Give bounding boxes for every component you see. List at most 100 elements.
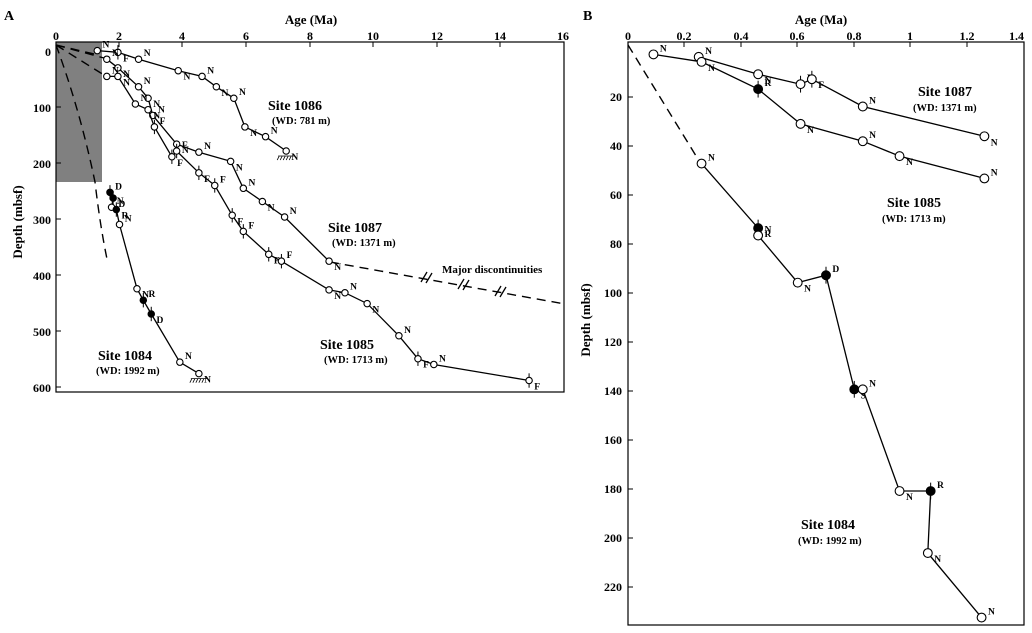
site-1085-datum-N (114, 72, 122, 81)
break-mark (494, 285, 502, 297)
panel-a-y-axis-title: Depth (mbsf) (10, 185, 25, 258)
site-1084-datum-N (195, 369, 203, 378)
datum-type-label: N (142, 291, 149, 301)
site-1087-datum-F (795, 79, 806, 90)
site-1084-dashed-extension-b (627, 44, 702, 165)
x-tick-label: 4 (179, 29, 185, 43)
y-tick-label: 160 (604, 433, 622, 447)
datum-type-label: N (204, 142, 211, 152)
site-1085-datum-N (363, 299, 371, 308)
site-1087-datum-N (103, 55, 111, 63)
site-1084-datum-N (753, 230, 764, 241)
site-1086-datum-F (114, 48, 122, 57)
datum-type-label: N (153, 100, 160, 110)
site-1084-datum-R (925, 486, 936, 496)
break-mark (420, 271, 428, 283)
site-1087-datum-N (226, 157, 235, 166)
break-mark (457, 278, 465, 290)
datum-type-label: N (290, 207, 297, 217)
datum-type-label: N (207, 66, 214, 76)
panel-a: A Age (Ma) Depth (mbsf) 0 2 4 6 8 1 (4, 9, 569, 395)
site-1084-dashed-extension (55, 44, 108, 260)
datum-type-label: R (149, 290, 156, 300)
datum-type-label: N (906, 493, 913, 503)
datum-type-label: N (906, 158, 913, 168)
datum-type-label: F (182, 141, 188, 151)
x-tick-label: 8 (307, 29, 313, 43)
datum-type-label: F (274, 256, 280, 266)
y-tick-label: 20 (610, 90, 622, 104)
x-tick-label: 0.4 (734, 29, 749, 43)
datum-type-label: F (534, 383, 540, 393)
site-1085-datum-F (168, 153, 176, 161)
panel-b-tick-labels: 0 0.2 0.4 0.6 0.8 1 1.2 1.4 20 40 60 80 … (604, 29, 1024, 594)
datum-type-label: N (123, 70, 130, 80)
panel-a-tick-labels: 0 2 4 6 8 10 12 14 16 0 100 200 300 400 … (33, 29, 569, 395)
site-1085-datum-R (753, 84, 764, 95)
panel-b-site-labels: Site 1087 (WD: 1371 m) Site 1085 (WD: 17… (798, 85, 977, 547)
x-tick-label: 0.2 (677, 29, 692, 43)
datum-type-label: N (239, 88, 246, 98)
x-tick-label: 16 (557, 29, 569, 43)
site-1087-datum-N (134, 83, 143, 91)
break-mark (499, 286, 507, 298)
datum-type-label: N (102, 41, 109, 51)
base-hatch (195, 378, 199, 383)
datum-type-label: N (334, 292, 341, 302)
site-1087-label: Site 1087 (328, 221, 382, 236)
datum-type-label: N (153, 112, 160, 122)
base-hatch (198, 378, 202, 383)
site-1085-datum-N (648, 49, 659, 60)
datum-type-label: N (991, 138, 998, 148)
site-1087-water-depth: (WD: 1371 m) (332, 238, 396, 249)
datum-type-label: N (804, 285, 811, 295)
x-tick-label: 0 (53, 29, 59, 43)
y-tick-label: 60 (610, 188, 622, 202)
panel-a-frame (55, 41, 565, 393)
site-1086-label: Site 1086 (268, 99, 322, 114)
datum-type-label: N (185, 352, 192, 362)
datum-type-label: F (123, 54, 129, 64)
site-1085-water-depth: (WD: 1713 m) (324, 355, 388, 366)
datum-type-label: S (861, 391, 866, 401)
site-1085-datum-F (239, 227, 248, 236)
site-1087-line (106, 58, 330, 262)
datum-type-label: R (765, 79, 772, 89)
datum-type-label: N (271, 127, 278, 137)
site-1087-datum-N (857, 101, 868, 112)
site-1085-datum-N (696, 56, 707, 67)
site-1087-datum-N (753, 69, 764, 80)
datum-type-label: N (765, 226, 772, 236)
major-discontinuities-annotation: Major discontinuities (442, 264, 543, 276)
site-1086-datum-N (282, 147, 290, 155)
datum-type-label: N (934, 555, 941, 565)
datum-type-label: N (204, 376, 211, 386)
datum-type-label: N (869, 379, 876, 389)
x-tick-label: 6 (243, 29, 249, 43)
y-tick-label: 500 (33, 325, 51, 339)
base-hatch (288, 155, 292, 161)
site-1085-datum-F (264, 250, 273, 259)
site-1084-datum-N (976, 612, 987, 623)
datum-type-label: N (141, 94, 148, 104)
site-1086-line (97, 49, 287, 152)
site-1085-dashed-extension (55, 44, 105, 76)
site-1086-datum-N (241, 123, 249, 131)
y-tick-label: 0 (45, 45, 51, 59)
site-1084-datum-N (176, 358, 184, 366)
site-1085-datum-F (277, 257, 286, 265)
site-1084-line (701, 163, 983, 619)
panel-a-letter: A (4, 9, 15, 24)
datum-type-label: N (807, 126, 814, 136)
site-1084-datum-S (849, 384, 860, 395)
site-1087-water-depth-b: (WD: 1371 m) (913, 103, 977, 114)
base-hatch (276, 155, 280, 161)
break-mark (425, 272, 433, 284)
site-1085-datum-N (144, 105, 152, 114)
datum-type-label: N (708, 64, 715, 74)
site-1084-datum-D (147, 310, 156, 318)
site-1086-datum-N (230, 94, 238, 102)
datum-type-label: N (708, 154, 715, 164)
base-hatch (189, 378, 193, 383)
